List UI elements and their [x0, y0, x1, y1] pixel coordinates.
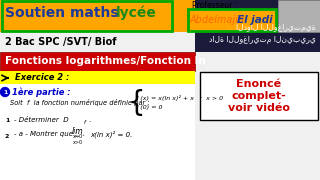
- Text: - Déterminer  D: - Déterminer D: [14, 117, 68, 123]
- Text: Abdelmajid: Abdelmajid: [190, 15, 248, 25]
- Text: - a - Montrer que :: - a - Montrer que :: [14, 131, 78, 137]
- Text: Fonctions logarithmes/Fonction ln: Fonctions logarithmes/Fonction ln: [5, 56, 206, 66]
- Text: f (0) = 0: f (0) = 0: [136, 105, 163, 109]
- Bar: [0, 71, 195, 180]
- Text: f (x) = x(ln x)² + x   ;  x > 0: f (x) = x(ln x)² + x ; x > 0: [136, 95, 223, 101]
- Text: الدوال اللوغاريتمية: الدوال اللوغاريتمية: [236, 22, 316, 32]
- Bar: [0, 0, 320, 32]
- Text: Enoncé
complet-
voir vidéo: Enoncé complet- voir vidéo: [228, 79, 290, 113]
- Text: Soit  f  la fonction numérique définie par :: Soit f la fonction numérique définie par…: [10, 100, 150, 107]
- FancyBboxPatch shape: [188, 9, 276, 31]
- Text: lim: lim: [72, 127, 84, 136]
- Bar: [0, 52, 195, 71]
- Text: 1: 1: [3, 89, 7, 94]
- FancyBboxPatch shape: [2, 1, 172, 31]
- Text: .: .: [88, 117, 90, 123]
- Bar: [278, 0, 320, 32]
- Text: 2: 2: [5, 134, 9, 138]
- Text: 1ère partie :: 1ère partie :: [12, 87, 71, 97]
- Text: 1: 1: [5, 118, 9, 123]
- Text: Soutien maths: Soutien maths: [5, 6, 119, 20]
- FancyBboxPatch shape: [200, 72, 318, 120]
- Bar: [0, 71, 195, 84]
- Text: Professeur :: Professeur :: [192, 1, 237, 10]
- Bar: [195, 0, 320, 52]
- Text: Exercice 2 :: Exercice 2 :: [15, 73, 69, 82]
- Text: f: f: [84, 120, 86, 125]
- Text: 2 Bac SPC /SVT/ Biof: 2 Bac SPC /SVT/ Biof: [5, 37, 116, 47]
- Circle shape: [1, 87, 10, 96]
- Text: دالة اللوغاريتم النيبيري: دالة اللوغاريتم النيبيري: [209, 35, 316, 44]
- Text: El jadi: El jadi: [237, 15, 273, 25]
- Text: {: {: [128, 89, 146, 117]
- Text: x>0: x>0: [73, 140, 83, 145]
- Text: x(ln x)² = 0.: x(ln x)² = 0.: [90, 130, 132, 138]
- Bar: [0, 32, 195, 52]
- Text: x→0⁺: x→0⁺: [73, 134, 86, 140]
- Text: lycée: lycée: [116, 6, 157, 20]
